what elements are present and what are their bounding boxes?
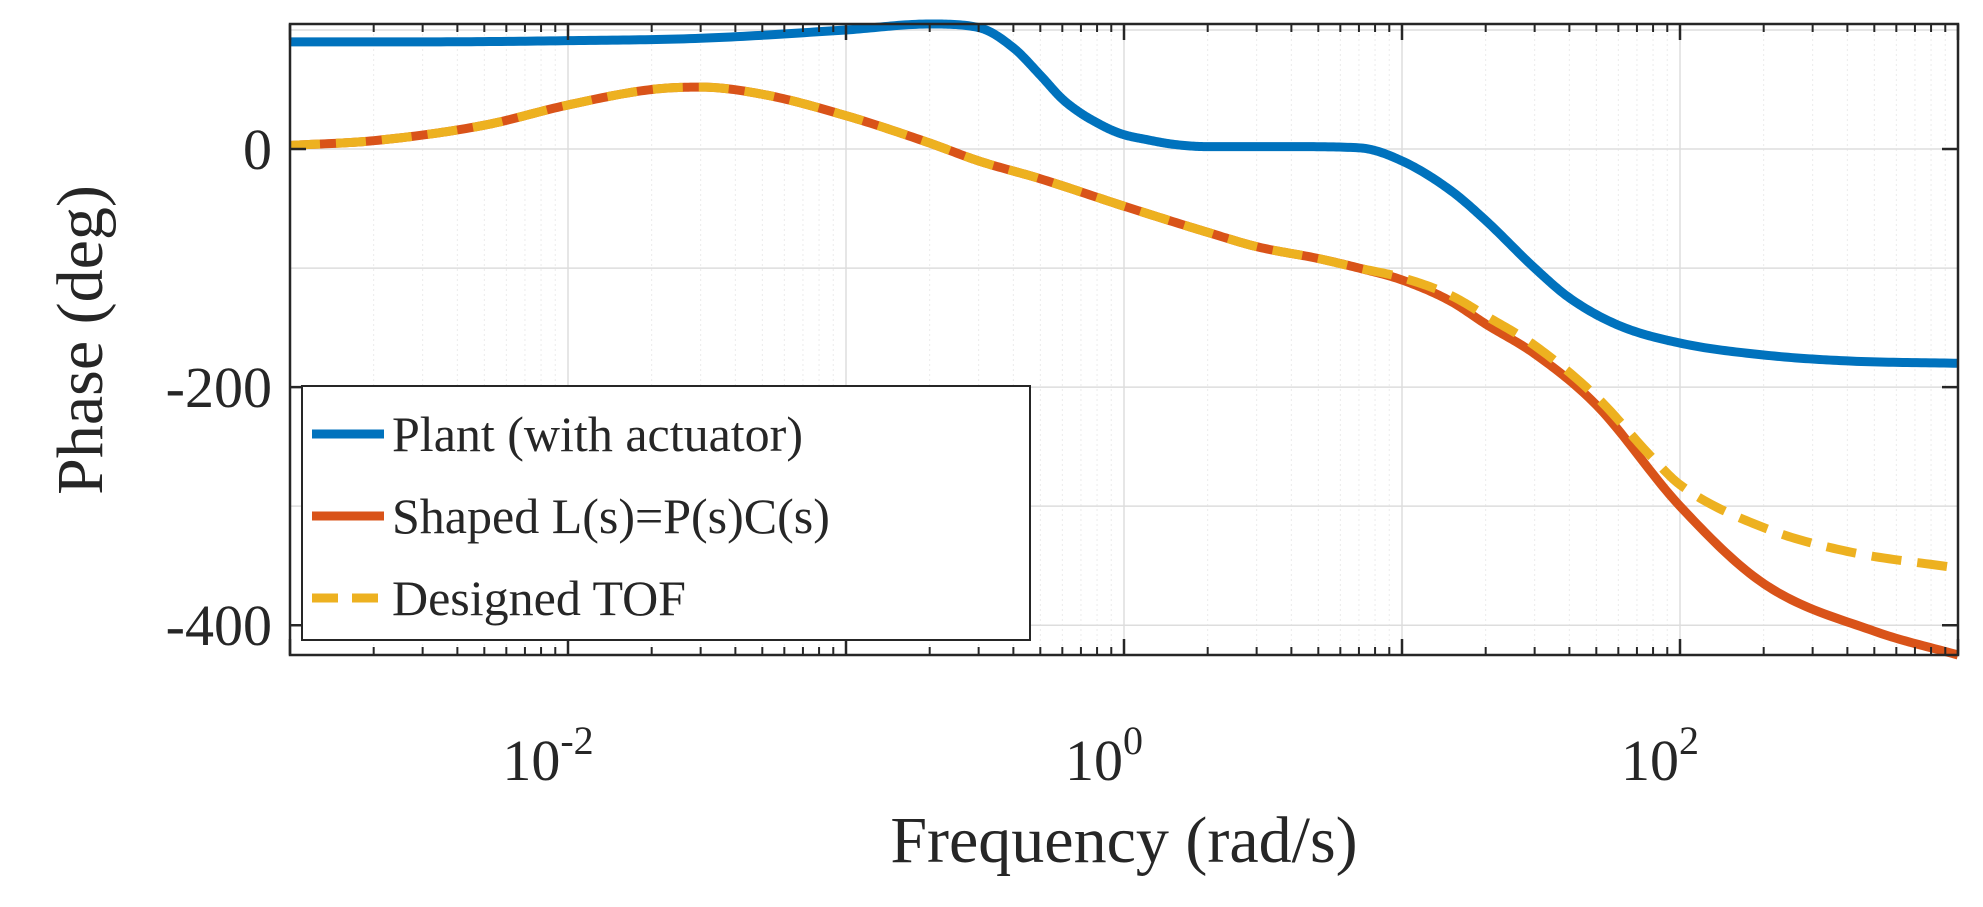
- legend-label-shaped-l-s-p-s-c-s: Shaped L(s)=P(s)C(s): [392, 488, 830, 544]
- x-tick-label: 10-2: [502, 718, 593, 793]
- legend-items: Plant (with actuator) Shaped L(s)=P(s)C(s…: [312, 406, 830, 626]
- tick-marks: [288, 24, 1960, 655]
- x-tick-label-base: 10: [502, 728, 560, 793]
- x-tick-label: 102: [1621, 718, 1699, 793]
- x-tick-label-exponent: 2: [1679, 718, 1699, 763]
- x-tick-label-exponent: 0: [1123, 718, 1143, 763]
- legend: Plant (with actuator) Shaped L(s)=P(s)C(s…: [301, 385, 1031, 641]
- series-line-designed-tof: [288, 82, 1959, 573]
- y-axis-label: Phase (deg): [44, 185, 117, 495]
- legend-label-designed-tof: Designed TOF: [392, 570, 686, 626]
- y-tick-label: -200: [166, 355, 272, 420]
- legend-box: [301, 385, 1031, 641]
- legend-label-plant-with-actuator: Plant (with actuator): [392, 406, 803, 462]
- y-tick-label: -400: [166, 593, 272, 658]
- x-tick-label-exponent: -2: [560, 718, 593, 763]
- x-tick-label-base: 10: [1621, 728, 1679, 793]
- x-axis-label: Frequency (rad/s): [890, 804, 1357, 877]
- y-tick-label: 0: [243, 117, 272, 182]
- x-tick-label-base: 10: [1065, 728, 1123, 793]
- x-tick-label: 100: [1065, 718, 1143, 793]
